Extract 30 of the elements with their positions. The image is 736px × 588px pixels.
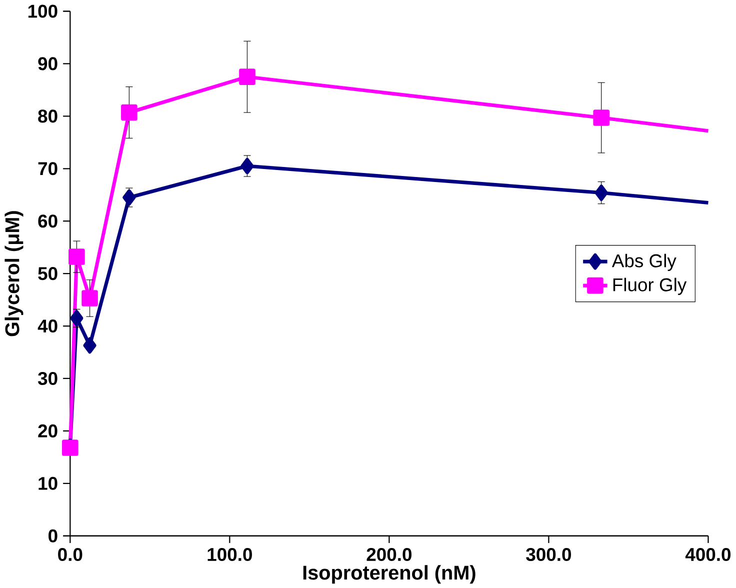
- x-tick-label: 0.0: [58, 548, 82, 561]
- point: [593, 109, 610, 126]
- y-tick-label: 40: [38, 319, 58, 332]
- point: [70, 310, 84, 326]
- x-tick-label: 100.0: [208, 548, 252, 561]
- point: [82, 290, 98, 306]
- point: [240, 158, 254, 174]
- y-tick-label: 50: [38, 266, 58, 280]
- y-axis-title: Glycerol (μM): [4, 210, 24, 336]
- y-tick-label: 60: [38, 214, 58, 228]
- y-tick-label: 70: [38, 162, 58, 175]
- y-tick-label: 90: [38, 57, 58, 70]
- x-tick-label: 400.0: [685, 548, 731, 561]
- y-tick-label: 10: [38, 476, 58, 490]
- point: [83, 337, 96, 354]
- point: [68, 248, 85, 265]
- point: [121, 104, 138, 120]
- x-tick-label: 300.0: [526, 548, 571, 561]
- x-axis-title: Isoproterenol (nM): [303, 564, 476, 584]
- y-tick-label: 80: [38, 109, 58, 123]
- point: [239, 68, 256, 85]
- y-tick-label: 20: [38, 424, 58, 438]
- y-tick-label: 30: [38, 372, 58, 385]
- point: [122, 189, 136, 206]
- y-tick-label: 100: [28, 4, 58, 18]
- y-tick-label: 0: [48, 529, 58, 542]
- legend-label: Abs Gly: [612, 254, 676, 271]
- point: [594, 184, 608, 201]
- x-tick-label: 200.0: [366, 548, 412, 561]
- legend-label: Fluor Gly: [613, 278, 687, 295]
